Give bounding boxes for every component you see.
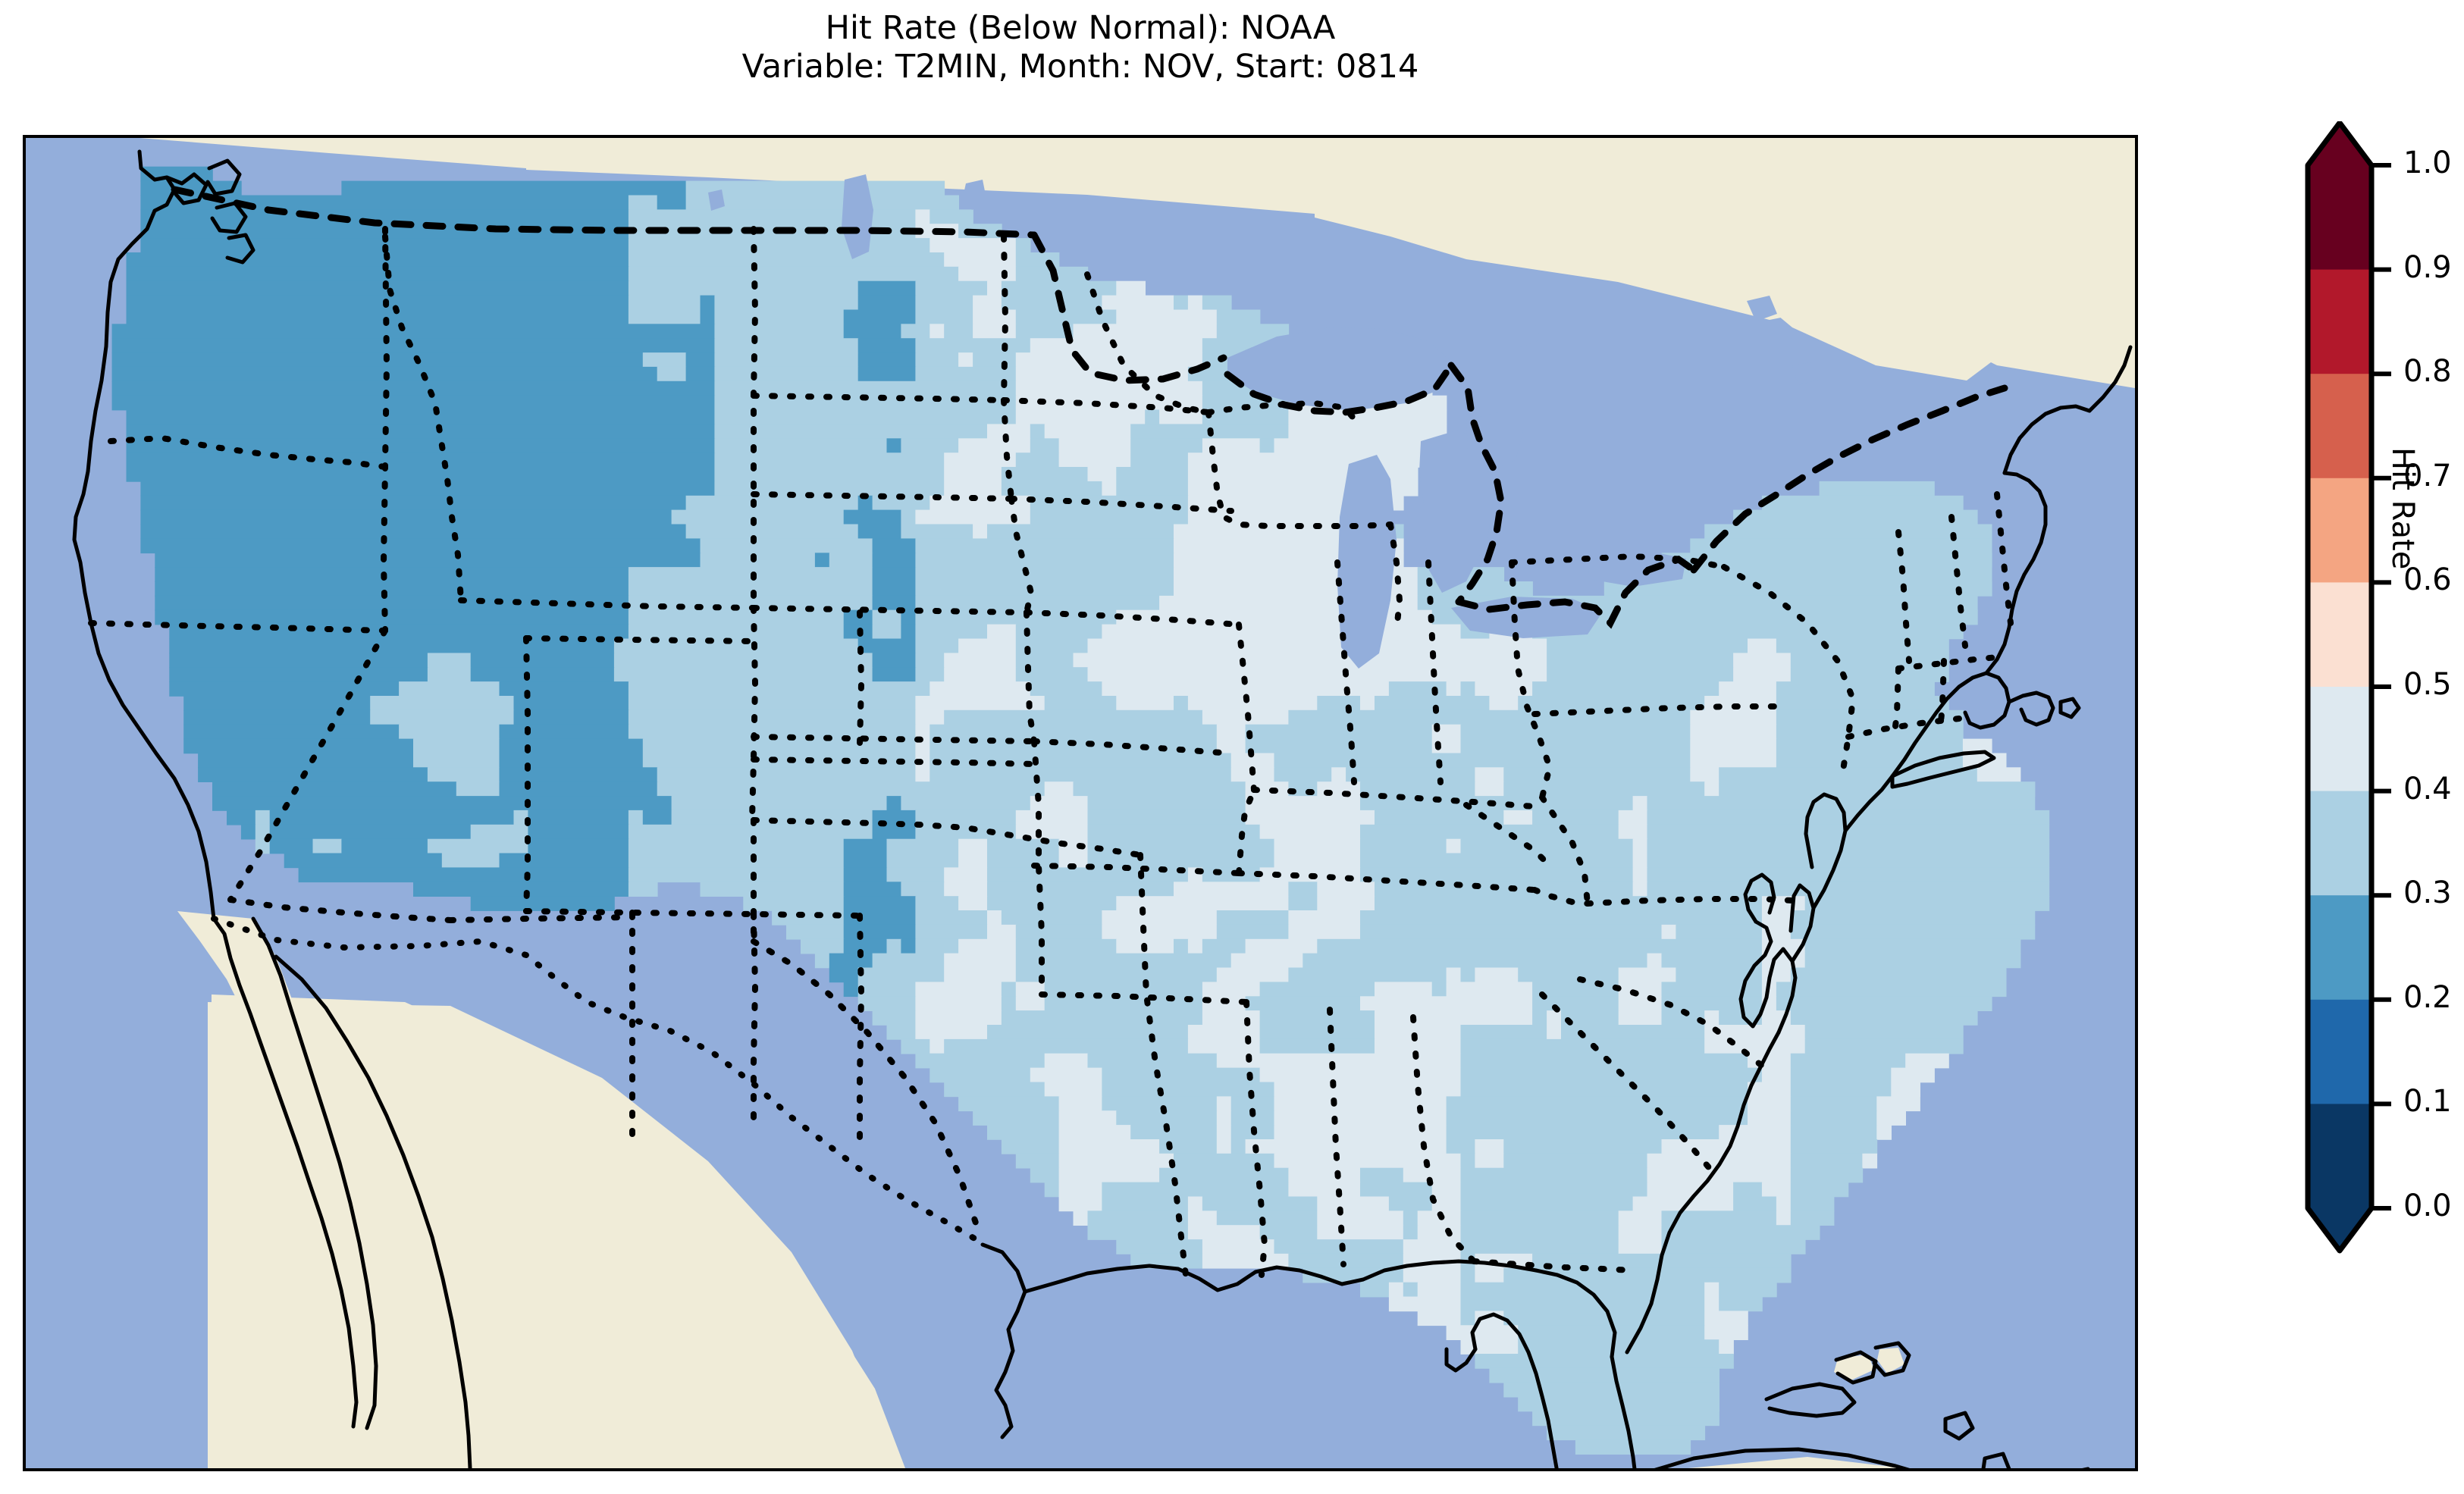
figure-title: Hit Rate (Below Normal): NOAA Variable: … xyxy=(0,0,2161,86)
colorbar-tick-label: 0.7 xyxy=(2403,458,2452,493)
colorbar-canvas xyxy=(2305,121,2391,1254)
colorbar-tick-label: 1.0 xyxy=(2403,146,2452,180)
colorbar-tick-label: 0.5 xyxy=(2403,667,2452,702)
coastlines xyxy=(72,149,2133,1468)
map-panel xyxy=(23,135,2138,1471)
colorbar: 1.0 0.9 0.8 0.7 0.6 0.5 0.4 0.3 0.2 0.1 0.0 Hit Ra… xyxy=(2290,121,2464,1433)
colorbar-tick-label: 0.3 xyxy=(2403,875,2452,911)
title-line-1: Hit Rate (Below Normal): NOAA xyxy=(825,9,1336,47)
colorbar-tick-label: 0.8 xyxy=(2403,354,2452,390)
land-outside-domain xyxy=(26,138,2135,1468)
state-boundaries xyxy=(88,226,2014,1278)
colorbar-bands xyxy=(2308,123,2372,1251)
colorbar-tick-label: 0.2 xyxy=(2403,979,2452,1015)
colorbar-tick-label: 0.4 xyxy=(2403,771,2452,807)
great-lakes xyxy=(708,174,1821,669)
us-canada-border xyxy=(171,186,2008,629)
national-borders xyxy=(211,916,986,1246)
map-canvas xyxy=(26,138,2135,1468)
title-line-2: Variable: T2MIN, Month: NOV, Start: 0814 xyxy=(741,47,1419,86)
colorbar-tick-label: 0.0 xyxy=(2403,1189,2452,1223)
colorbar-tick-label: 0.1 xyxy=(2403,1084,2452,1120)
colorbar-axis-label: Hit Rate xyxy=(2385,447,2420,570)
colorbar-ticks xyxy=(2372,163,2391,1211)
colorbar-tick-label: 0.9 xyxy=(2403,249,2452,285)
colorbar-tick-label: 0.6 xyxy=(2403,562,2452,598)
